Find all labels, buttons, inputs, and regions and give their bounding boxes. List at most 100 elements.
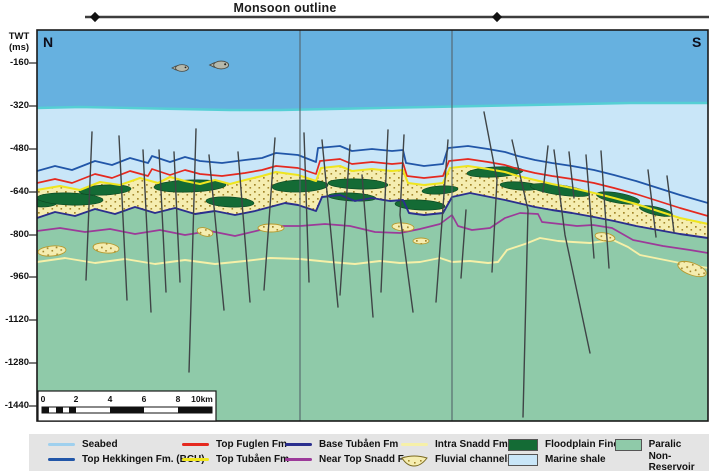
- legend-label: Top Fuglen Fm: [216, 439, 287, 450]
- legend-swatch: [615, 439, 642, 451]
- fault-line: [511, 139, 529, 418]
- legend-label: Paralic Non-Reservoir: [648, 439, 695, 473]
- fault-line: [568, 151, 575, 199]
- fault-line: [553, 149, 591, 354]
- legend-swatch: [508, 439, 538, 451]
- scale-bar: 0 2 4 6 8 10km: [37, 390, 217, 422]
- horizon-top-tubaen: [37, 164, 708, 226]
- fluvial-channel-lens: [594, 232, 616, 242]
- legend-swatch: [48, 443, 75, 446]
- legend-item-near-top-snadd-fm: Near Top Snadd Fm: [285, 454, 413, 466]
- y-tick-label: -1280: [4, 357, 29, 368]
- legend-item-top-fuglen-fm: Top Fuglen Fm: [182, 439, 287, 451]
- y-axis-title: TWT (ms): [4, 31, 34, 53]
- legend-item-intra-snadd-fm: Intra Snadd Fm: [401, 439, 508, 451]
- y-tick-label: -1440: [4, 400, 29, 411]
- fault-line: [483, 111, 498, 273]
- fault-line: [118, 135, 128, 301]
- fluvial-channel-lens: [257, 223, 285, 233]
- legend-swatch: [182, 458, 209, 461]
- floodplain-fines-lens: [78, 184, 132, 196]
- fault-line: [208, 154, 225, 311]
- horizon-near-top-snadd: [37, 212, 708, 254]
- fault-line: [158, 149, 167, 293]
- north-label: N: [43, 34, 54, 50]
- fault-line: [339, 144, 351, 296]
- legend-swatch: [285, 458, 312, 461]
- fluvial-channel-lens: [677, 260, 707, 278]
- fault-line: [85, 131, 93, 281]
- legend-swatch: [182, 443, 209, 446]
- fault-line: [460, 209, 467, 279]
- fault-line: [173, 151, 181, 283]
- legend-item-fluvial-channels: Fluvial channels: [401, 454, 513, 467]
- scale-bar-label: 2: [74, 394, 79, 404]
- legend-label: Marine shale: [545, 454, 606, 465]
- legend-swatch: [508, 454, 538, 466]
- y-tick-label: -160: [9, 57, 29, 68]
- fault-line: [303, 132, 310, 283]
- legend-item-top-tub-en-fm: Top Tubåen Fm: [182, 454, 289, 466]
- fluvial-channel-lens: [92, 242, 120, 254]
- fault-line: [435, 139, 449, 303]
- legend-item-paralic-non-reservoir: Paralic Non-Reservoir: [615, 439, 709, 474]
- fault-line: [542, 145, 549, 193]
- figure-title: Monsoon outline: [233, 1, 337, 15]
- fault-line: [142, 149, 152, 313]
- legend: Seabed Top Hekkingen Fm. (BCU) Top Fuglen …: [29, 434, 709, 474]
- horizon-top-fuglen: [37, 158, 708, 217]
- legend-label: Top Tubåen Fm: [216, 454, 289, 465]
- scale-bar-label: 6: [142, 394, 147, 404]
- fluvial-channel-lens: [37, 245, 67, 257]
- geology-layers: [37, 30, 708, 421]
- floodplain-fines-lens: [421, 185, 459, 195]
- legend-item-seabed: Seabed: [48, 439, 118, 451]
- legend-swatch: [401, 443, 428, 446]
- legend-label: Floodplain Fines: [545, 439, 625, 450]
- floodplain-fines-lens: [327, 178, 389, 190]
- fault-line: [380, 129, 389, 293]
- horizon-bcu: [37, 145, 708, 204]
- legend-item-floodplain-fines: Floodplain Fines: [508, 439, 624, 451]
- outline-diamond-marker: [491, 11, 503, 23]
- fluvial-channel-lens: [412, 237, 430, 245]
- legend-label: Near Top Snadd Fm: [319, 454, 413, 465]
- legend-swatch: [48, 458, 75, 461]
- y-tick-label: -960: [9, 271, 29, 282]
- y-axis-title-line1: TWT: [8, 31, 30, 42]
- legend-swatch: [401, 455, 428, 467]
- fault-line: [399, 134, 414, 313]
- y-axis-title-line2: (ms): [8, 42, 30, 53]
- legend-item-marine-shale: Marine shale: [508, 454, 606, 466]
- plot-border: [36, 29, 709, 422]
- y-tick-label: -800: [9, 229, 29, 240]
- fault-line: [600, 150, 610, 269]
- legend-label: Seabed: [82, 439, 118, 450]
- y-tick-label: -480: [9, 143, 29, 154]
- y-tick-label: -640: [9, 186, 29, 197]
- fault-line: [666, 175, 675, 233]
- y-tick-label: -1120: [5, 314, 29, 325]
- legend-item-base-tub-en-fm: Base Tubåen Fm: [285, 439, 398, 451]
- legend-swatch: [285, 443, 312, 446]
- fault-line: [237, 151, 251, 303]
- y-tick-label: -320: [9, 100, 29, 111]
- south-label: S: [692, 34, 702, 50]
- scale-bar-label: 10km: [191, 394, 213, 404]
- fault-line: [647, 169, 657, 238]
- legend-label: Intra Snadd Fm: [435, 439, 508, 450]
- fault-line: [585, 154, 595, 259]
- legend-label: Base Tubåen Fm: [319, 439, 399, 450]
- scale-bar-label: 8: [176, 394, 181, 404]
- scale-bar-label: 0: [41, 394, 46, 404]
- legend-label: Fluvial channels: [435, 454, 513, 465]
- fault-line: [361, 174, 374, 318]
- fault-line: [263, 137, 276, 291]
- fault-line: [188, 128, 197, 373]
- scale-bar-label: 4: [108, 394, 113, 404]
- sea-water-layer: [37, 30, 708, 110]
- fish-icon: [208, 60, 230, 70]
- fish-icon: [171, 64, 189, 72]
- horizon-seabed: [37, 101, 708, 112]
